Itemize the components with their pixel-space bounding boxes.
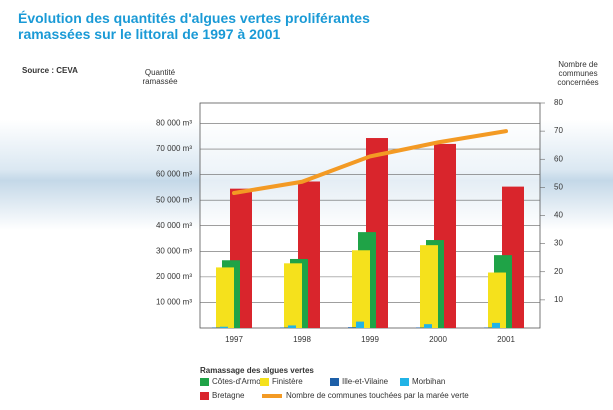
legend-label: Morbihan (412, 377, 445, 386)
legend-swatch (200, 392, 209, 400)
legend-swatch (330, 378, 339, 386)
bar (492, 322, 500, 328)
y2-tick-label: 20 (554, 267, 563, 276)
bar (288, 325, 296, 328)
y2-tick-label: 80 (554, 98, 563, 107)
legend-swatch (400, 378, 409, 386)
y-tick-label: 30 000 m³ (156, 246, 192, 255)
x-tick-label: 1999 (361, 335, 379, 344)
bar (352, 250, 370, 328)
bar (488, 272, 506, 328)
legend-label: Côtes-d'Armor (212, 377, 264, 386)
bar (420, 245, 438, 328)
bar (356, 321, 364, 328)
x-tick-label: 1997 (225, 335, 243, 344)
y2-tick-label: 40 (554, 211, 563, 220)
y-tick-label: 10 000 m³ (156, 298, 192, 307)
y-tick-label: 80 000 m³ (156, 119, 192, 128)
x-tick-label: 2000 (429, 335, 447, 344)
source: Source : CEVA (22, 66, 78, 75)
bar (280, 327, 288, 328)
legend-swatch (260, 378, 269, 386)
y2-tick-label: 10 (554, 295, 563, 304)
y2-axis-title: Nombre de communes concernées (557, 60, 599, 87)
y2-tick-label: 60 (554, 154, 563, 163)
bar (484, 327, 492, 328)
legend-swatch (200, 378, 209, 386)
bar (416, 327, 424, 328)
y-tick-label: 50 000 m³ (156, 195, 192, 204)
bar (220, 326, 228, 328)
x-tick-label: 1998 (293, 335, 311, 344)
legend-label: Ille-et-Vilaine (342, 377, 389, 386)
line (232, 129, 508, 195)
y2-tick-label: 50 (554, 182, 563, 191)
bar (284, 263, 302, 328)
legend-label: Bretagne (212, 391, 245, 400)
x-tick-label: 2001 (497, 335, 515, 344)
legend-label: Nombre de communes touchées par la marée… (286, 391, 469, 400)
legend-label: Finistère (272, 377, 303, 386)
bar (424, 324, 432, 328)
bar (348, 327, 356, 328)
bar (216, 267, 234, 328)
y-tick-label: 70 000 m³ (156, 144, 192, 153)
bar (212, 327, 220, 328)
chart-title: Évolution des quantités d'algues vertes … (18, 10, 370, 42)
y-axis-title: Quantité ramassée (142, 68, 178, 86)
y-tick-label: 40 000 m³ (156, 221, 192, 230)
y2-tick-label: 70 (554, 126, 563, 135)
y2-tick-label: 30 (554, 239, 563, 248)
y-tick-label: 20 000 m³ (156, 272, 192, 281)
legend-title: Ramassage des algues vertes (200, 366, 314, 375)
y-tick-label: 60 000 m³ (156, 170, 192, 179)
